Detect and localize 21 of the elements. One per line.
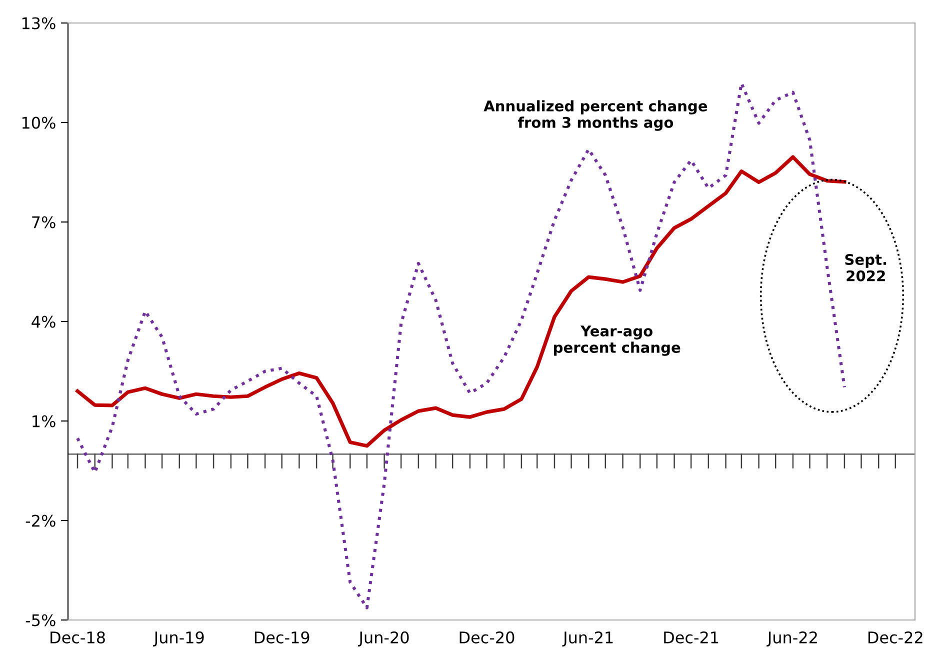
line-series — [76, 82, 846, 610]
x-tick-label: Dec-21 — [664, 631, 718, 644]
y-tick-label: 13% — [22, 17, 56, 30]
y-tick-label: 10% — [22, 116, 56, 129]
x-tick-label: Dec-19 — [254, 631, 310, 644]
annotation: Sept. 2022 — [845, 254, 886, 282]
x-tick-label: Jun-19 — [153, 631, 204, 646]
x-tick-label: Jun-22 — [766, 631, 817, 646]
x-tick-label: Dec-22 — [868, 631, 922, 644]
x-tick-label: Dec-18 — [50, 631, 105, 644]
x-tick-label: Jun-21 — [562, 631, 613, 646]
series-label: Year-ago percent change — [554, 326, 680, 356]
series-label: Annualized percent change from 3 months ago — [484, 100, 708, 131]
y-tick-label: -5% — [26, 614, 56, 626]
line-series — [76, 155, 846, 448]
y-tick-label: 4% — [32, 316, 56, 328]
x-tick-label: Jun-20 — [358, 631, 409, 646]
y-tick-label: 1% — [32, 415, 56, 428]
x-tick-label: Dec-20 — [460, 631, 514, 644]
y-tick-label: -2% — [26, 514, 56, 527]
y-tick-label: 7% — [32, 216, 56, 228]
